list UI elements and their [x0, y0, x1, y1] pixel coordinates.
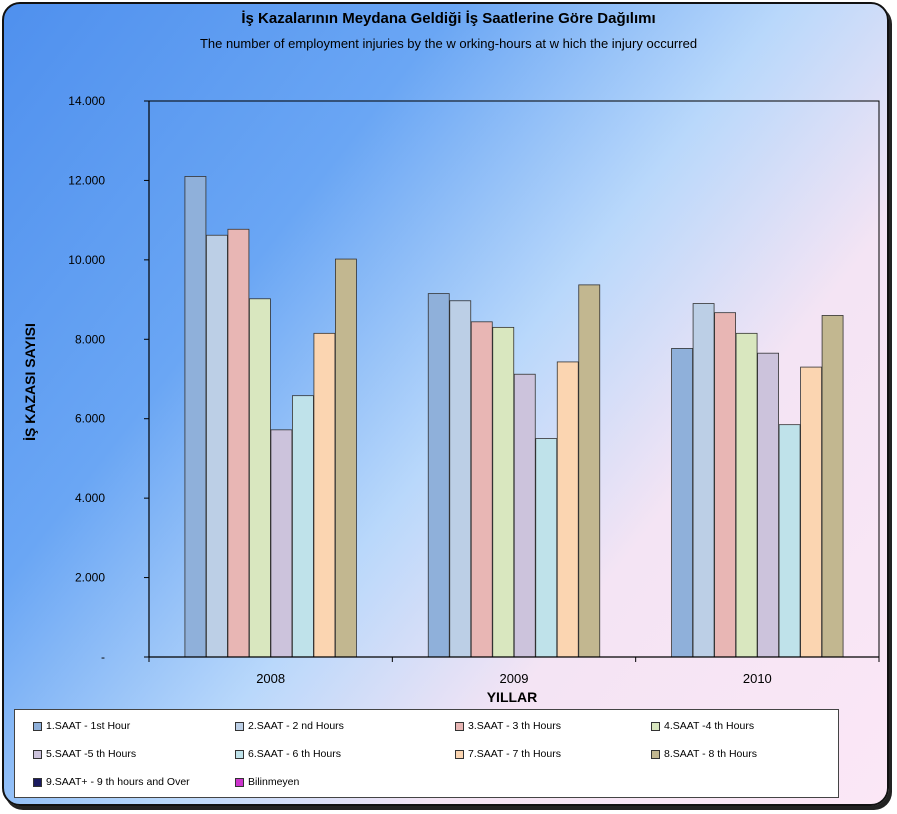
legend-item: 6.SAAT - 6 th Hours [235, 748, 341, 760]
legend-swatch [235, 777, 244, 787]
bar-2008-2 [206, 234, 228, 658]
bar-2010-4 [735, 332, 758, 658]
legend-label: 6.SAAT - 6 th Hours [248, 748, 341, 760]
y-tick-label: 6.000 [75, 412, 105, 426]
bar-2010-2 [692, 303, 715, 658]
y-tick-label: 2.000 [75, 571, 105, 585]
bar-2009-6 [535, 438, 558, 658]
bar-2010-8 [821, 315, 844, 658]
legend-item: 4.SAAT -4 th Hours [651, 720, 754, 732]
bar-2009-5 [513, 373, 536, 658]
bar-2010-7 [800, 366, 822, 658]
y-tick-label: 4.000 [75, 491, 105, 505]
legend-item: 7.SAAT - 7 th Hours [455, 748, 561, 760]
legend-label: 5.SAAT -5 th Hours [46, 748, 137, 760]
legend-item: 2.SAAT - 2 nd Hours [235, 720, 344, 732]
legend-swatch [235, 721, 244, 731]
y-tick-label: - [101, 650, 105, 664]
legend-item: 5.SAAT -5 th Hours [33, 748, 136, 760]
legend-swatch [455, 721, 464, 731]
legend-swatch [33, 721, 42, 731]
bar-2008-1 [184, 176, 207, 658]
legend-label: 9.SAAT+ - 9 th hours and Over [46, 776, 190, 788]
legend-swatch [33, 777, 42, 787]
x-axis-title: YILLAR [486, 689, 538, 705]
legend-label: 8.SAAT - 8 th Hours [664, 748, 757, 760]
legend-label: 1.SAAT - 1st Hour [46, 720, 131, 732]
y-tick-label: 10.000 [68, 253, 105, 267]
bar-2008-3 [227, 228, 250, 658]
legend: 1.SAAT - 1st Hour 2.SAAT - 2 nd Hours 3.SA… [14, 709, 839, 798]
legend-item: 9.SAAT+ - 9 th hours and Over [33, 776, 190, 788]
legend-swatch [33, 749, 42, 759]
legend-swatch [651, 749, 660, 759]
legend-swatch [235, 749, 244, 759]
bar-2008-6 [292, 395, 314, 658]
bars-layer [184, 176, 844, 658]
bar-2010-3 [714, 312, 736, 658]
legend-swatch [651, 721, 660, 731]
legend-item: 3.SAAT - 3 th Hours [455, 720, 561, 732]
bar-2009-7 [556, 361, 579, 658]
legend-label: Bilinmeyen [248, 776, 300, 788]
y-tick-label: 14.000 [68, 94, 105, 108]
legend-label: 3.SAAT - 3 th Hours [468, 720, 561, 732]
legend-item: Bilinmeyen [235, 776, 299, 788]
x-tick-label: 2008 [256, 671, 285, 686]
chart-title: İş Kazalarının Meydana Geldiği İş Saatle… [241, 10, 656, 27]
legend-label: 2.SAAT - 2 nd Hours [248, 720, 344, 732]
bar-2009-8 [578, 284, 601, 658]
y-tick-label: 12.000 [68, 173, 105, 187]
bar-2010-5 [757, 352, 779, 658]
legend-label: 7.SAAT - 7 th Hours [468, 748, 561, 760]
x-tick-label: 2010 [743, 671, 772, 686]
bar-2009-2 [449, 300, 472, 658]
chart-subtitle: The number of employment injuries by the… [199, 36, 698, 51]
x-tick-label: 2009 [500, 671, 529, 686]
bar-2010-1 [671, 348, 693, 658]
bar-2008-7 [313, 332, 336, 658]
legend-item: 1.SAAT - 1st Hour [33, 720, 130, 732]
bar-2009-4 [492, 326, 515, 658]
bar-2010-6 [778, 424, 801, 658]
y-tick-label: 8.000 [75, 332, 105, 346]
legend-label: 4.SAAT -4 th Hours [664, 720, 755, 732]
axes-layer: - 2.000 4.000 6.000 8.000 10.000 12.000 14.000 2… [68, 94, 880, 686]
bar-2008-4 [249, 298, 271, 658]
bar-2008-5 [270, 429, 293, 658]
bar-2008-8 [335, 258, 357, 658]
bar-2009-1 [427, 293, 450, 658]
legend-item: 8.SAAT - 8 th Hours [651, 748, 757, 760]
bar-2009-3 [470, 321, 493, 658]
legend-swatch [455, 749, 464, 759]
